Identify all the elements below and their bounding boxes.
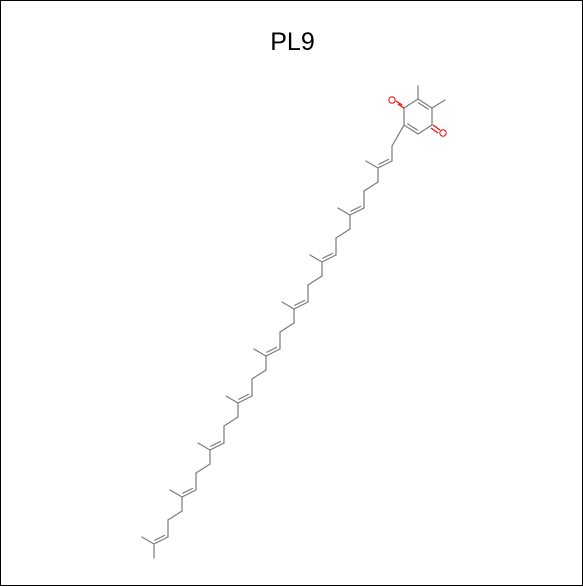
chain-bond bbox=[335, 228, 351, 239]
chain-double-bond bbox=[266, 346, 278, 353]
chain-double-bond bbox=[265, 348, 281, 357]
oxygen-bottom bbox=[430, 124, 447, 137]
chain-double-bond bbox=[182, 487, 194, 494]
chain-double-bond bbox=[322, 252, 334, 259]
chain-bond bbox=[307, 275, 323, 286]
chain-double-bond bbox=[377, 160, 393, 169]
chain-bond bbox=[279, 322, 295, 333]
methyl-bond bbox=[253, 348, 267, 357]
compound-title: PL9 bbox=[270, 28, 315, 56]
methyl-bond bbox=[225, 395, 239, 404]
methyl-bond bbox=[309, 254, 323, 263]
chain-double-bond bbox=[294, 299, 306, 306]
chain-double-bond bbox=[209, 442, 225, 451]
chain-double-bond bbox=[210, 440, 222, 447]
methyl-bond bbox=[365, 160, 379, 169]
chain-double-bond bbox=[293, 301, 309, 310]
chain-double-bond bbox=[154, 534, 166, 541]
methyl-bond bbox=[197, 442, 211, 451]
chain-bond bbox=[391, 124, 405, 147]
oxygen-atom-bottom bbox=[439, 129, 447, 137]
methyl-bond bbox=[281, 301, 295, 310]
chain-bond bbox=[363, 181, 379, 192]
chain-double-bond bbox=[321, 254, 337, 263]
methyl-bond bbox=[169, 489, 183, 498]
ring-double-bond bbox=[407, 123, 419, 131]
chain-double-bond bbox=[350, 205, 362, 212]
oxygen-atom-top bbox=[388, 96, 396, 104]
bond-group bbox=[141, 85, 446, 559]
chain-double-bond bbox=[237, 395, 253, 404]
chain-double-bond bbox=[349, 207, 365, 216]
chain-bond bbox=[195, 463, 211, 474]
chain-bond bbox=[251, 369, 267, 380]
ring-bond bbox=[403, 98, 419, 109]
chain-double-bond bbox=[153, 536, 169, 545]
ring-double-bond bbox=[417, 102, 429, 110]
ring-double-bond bbox=[417, 98, 433, 109]
oxygen-top bbox=[388, 96, 405, 109]
chain-bond bbox=[167, 510, 183, 521]
methyl-bond bbox=[431, 99, 446, 109]
chain-double-bond bbox=[378, 158, 390, 165]
methyl-bond bbox=[337, 207, 351, 216]
ring-double-bond bbox=[403, 124, 419, 135]
ring-bond bbox=[417, 124, 433, 135]
chain-double-bond bbox=[238, 393, 250, 400]
chain-double-bond bbox=[181, 489, 197, 498]
chain-bond bbox=[223, 416, 239, 427]
methyl-bond bbox=[141, 536, 155, 545]
